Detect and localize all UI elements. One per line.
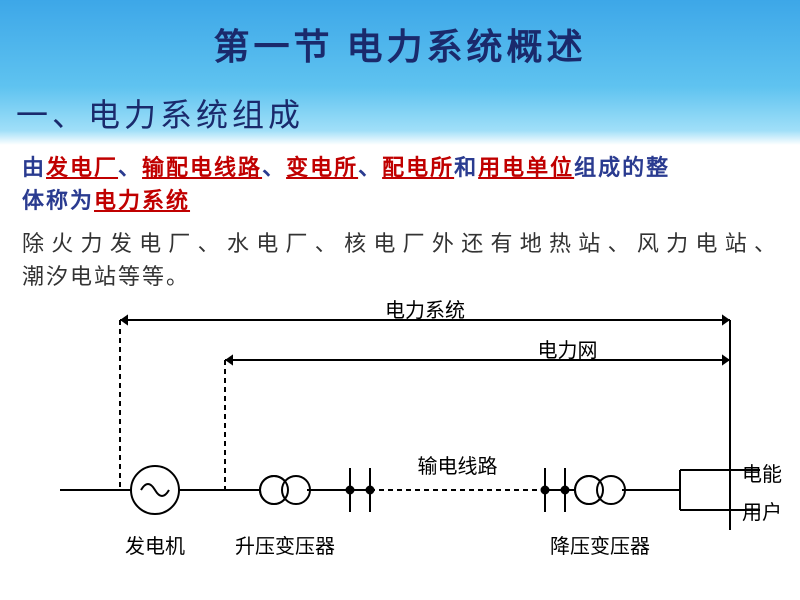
- system-name: 电力系统: [94, 188, 190, 213]
- component-distribution: 配电所: [382, 155, 454, 180]
- separator: 、: [118, 155, 142, 180]
- component-lines: 输配电线路: [142, 155, 262, 180]
- description-line-2: 潮汐电站等等。: [22, 260, 778, 293]
- component-substation: 变电所: [286, 155, 358, 180]
- label-stepdown-transformer: 降压变压器: [550, 530, 650, 559]
- separator: 、: [262, 155, 286, 180]
- label-consumer-2: 用户: [742, 496, 782, 525]
- power-system-diagram: 电力系统 电力网 输电线路 发电机 升压变压器 降压变压器 电能 用户: [40, 300, 780, 580]
- separator: 、: [358, 155, 382, 180]
- label-power-grid: 电力网: [538, 334, 598, 363]
- page-title: 第一节 电力系统概述: [0, 0, 800, 70]
- composition-line-1: 由发电厂、输配电线路、变电所、配电所和用电单位组成的整: [22, 151, 778, 184]
- text-prefix-2: 体称为: [22, 188, 94, 213]
- label-generator: 发电机: [125, 530, 185, 559]
- text-and: 和: [454, 155, 478, 180]
- body-text: 由发电厂、输配电线路、变电所、配电所和用电单位组成的整 体称为电力系统 除火力发…: [0, 145, 800, 293]
- component-consumer: 用电单位: [478, 155, 574, 180]
- label-consumer-1: 电能: [742, 458, 782, 487]
- section-subtitle: 一、电力系统组成: [16, 90, 304, 136]
- text-suffix: 组成的整: [574, 155, 670, 180]
- header-gradient: 第一节 电力系统概述 一、电力系统组成: [0, 0, 800, 145]
- text-prefix: 由: [22, 155, 46, 180]
- component-power-plant: 发电厂: [46, 155, 118, 180]
- label-stepup-transformer: 升压变压器: [235, 530, 335, 559]
- composition-line-2: 体称为电力系统: [22, 184, 778, 217]
- description-line-1: 除火力发电厂、水电厂、核电厂外还有地热站、风力电站、: [22, 227, 778, 260]
- label-transmission-line: 输电线路: [418, 450, 498, 479]
- label-power-system: 电力系统: [385, 294, 465, 323]
